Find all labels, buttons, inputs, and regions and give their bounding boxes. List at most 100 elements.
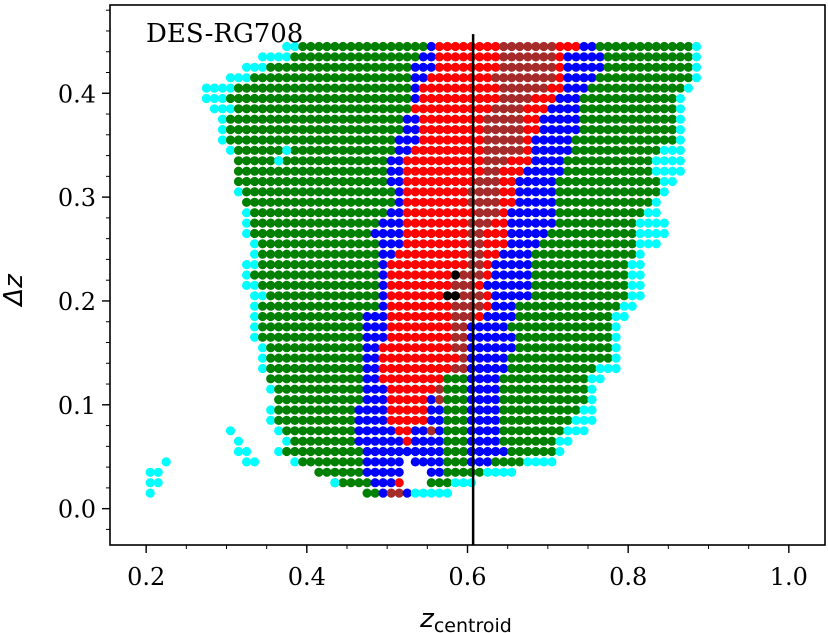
data-point [523, 249, 533, 259]
data-point [571, 166, 581, 176]
data-point [563, 405, 573, 415]
data-point [499, 187, 509, 197]
data-point [595, 218, 605, 228]
data-point [346, 41, 356, 52]
data-point [539, 218, 549, 228]
data-point [426, 125, 436, 135]
data-point [442, 374, 452, 384]
data-point [675, 104, 686, 114]
data-point [555, 187, 565, 197]
data-point [603, 156, 613, 166]
data-point [450, 62, 460, 72]
data-point [619, 260, 629, 270]
data-point [450, 93, 460, 104]
data-point [635, 166, 645, 176]
data-point [394, 291, 404, 301]
data-point [458, 384, 469, 394]
data-point [603, 145, 613, 155]
data-point [531, 62, 541, 72]
data-point [507, 104, 517, 114]
data-point [426, 467, 436, 477]
data-point [282, 280, 292, 290]
data-point [579, 363, 589, 374]
data-point [523, 291, 533, 301]
data-point [370, 62, 380, 72]
data-point [250, 301, 260, 311]
data-point [595, 125, 605, 135]
data-point [338, 343, 348, 353]
data-point [394, 197, 404, 207]
data-point [547, 125, 557, 135]
data-point [306, 270, 316, 280]
data-point [507, 280, 517, 290]
data-point [547, 62, 557, 72]
data-point [595, 228, 605, 239]
data-point [539, 363, 549, 374]
data-point [483, 41, 493, 52]
data-point [539, 156, 549, 166]
data-point [483, 384, 493, 394]
data-point [426, 249, 436, 259]
data-point [322, 311, 332, 322]
data-point [298, 311, 308, 322]
data-point [378, 104, 388, 114]
data-point [643, 52, 653, 62]
data-point [442, 322, 452, 332]
data-point [507, 270, 517, 280]
data-point [434, 478, 444, 488]
data-point [370, 52, 380, 62]
data-point [627, 73, 637, 83]
data-point [386, 467, 396, 477]
data-point [274, 83, 284, 93]
data-point [491, 197, 501, 207]
data-point [539, 73, 549, 83]
data-point [579, 83, 589, 93]
data-point [258, 280, 268, 290]
data-point [579, 156, 589, 166]
data-point [402, 415, 412, 425]
data-point [539, 104, 549, 114]
data-point [499, 374, 509, 384]
data-point [298, 135, 308, 145]
data-point [386, 145, 396, 155]
data-point [466, 249, 477, 259]
data-point [483, 73, 493, 83]
data-point [322, 260, 332, 270]
data-point [298, 114, 308, 124]
data-point [410, 270, 420, 280]
data-point [418, 395, 428, 405]
data-point [306, 83, 316, 93]
data-point [330, 353, 340, 363]
data-point [410, 228, 420, 239]
data-point [475, 176, 485, 187]
data-point [233, 83, 244, 93]
data-point [322, 114, 332, 124]
data-point [266, 166, 276, 176]
data-point [458, 395, 469, 405]
data-point [418, 249, 428, 259]
data-point [330, 125, 340, 135]
data-point [258, 249, 268, 259]
data-point [499, 322, 509, 332]
data-point [402, 41, 412, 52]
data-point [354, 239, 364, 249]
data-point [370, 176, 380, 187]
data-point [523, 197, 533, 207]
data-point [434, 73, 444, 83]
data-point [258, 93, 268, 104]
data-point [322, 395, 332, 405]
data-point [442, 436, 452, 446]
data-point [571, 156, 581, 166]
data-point [450, 467, 460, 477]
data-point [266, 62, 276, 72]
data-point [386, 301, 396, 311]
data-point [547, 280, 557, 290]
data-point [418, 62, 428, 72]
data-point [338, 135, 348, 145]
data-point [442, 415, 452, 425]
data-point [595, 176, 605, 187]
data-point [595, 291, 605, 301]
data-point [523, 104, 533, 114]
data-point [442, 353, 452, 363]
data-point [314, 363, 324, 374]
